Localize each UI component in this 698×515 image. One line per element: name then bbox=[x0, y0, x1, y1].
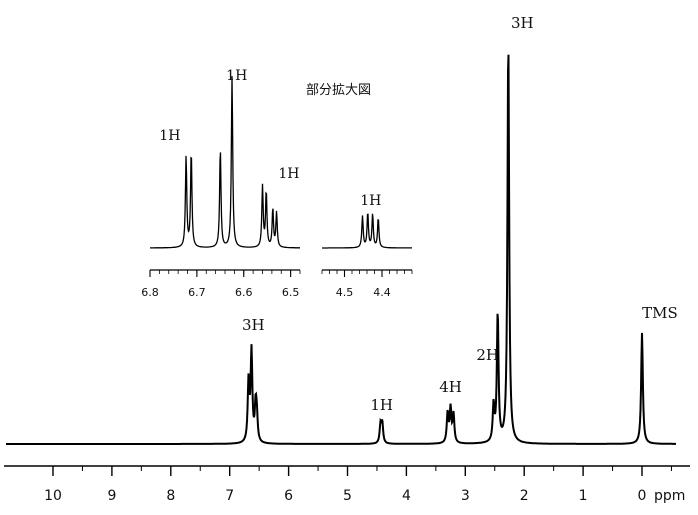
main-x-tick-label: 5 bbox=[343, 488, 352, 504]
inset-x-tick-label: 4.4 bbox=[373, 286, 391, 299]
main-x-tick-label: 9 bbox=[107, 488, 116, 504]
inset-trace bbox=[322, 213, 412, 249]
main-spectrum-trace bbox=[6, 54, 676, 445]
main-peak-label: TMS bbox=[642, 304, 678, 322]
inset-peak-label: 1H bbox=[360, 193, 381, 209]
x-unit-label: ppm bbox=[654, 488, 685, 504]
inset-peak-label: 1H bbox=[226, 68, 247, 84]
inset-trace bbox=[150, 76, 300, 249]
inset-x-tick-label: 6.8 bbox=[141, 286, 159, 299]
main-peak-label: 3H bbox=[242, 316, 265, 334]
inset-view: 部分拡大図 6.8 6.7 6.6 6.5 1H 1H 1H 4.5 4.4 1H bbox=[141, 68, 413, 299]
inset-panels: 6.8 6.7 6.6 6.5 1H 1H 1H 4.5 4.4 1H bbox=[141, 68, 413, 299]
main-peak-labels: 3H 1H 4H 2H 3H TMS bbox=[242, 14, 678, 414]
main-peak-label: 2H bbox=[476, 346, 499, 364]
main-x-tick-label: 8 bbox=[166, 488, 175, 504]
main-x-tick-label: 10 bbox=[44, 488, 62, 504]
main-x-tick-label: 2 bbox=[520, 488, 529, 504]
main-peak-label: 4H bbox=[439, 378, 462, 396]
main-x-ticks: 10 9 8 7 6 5 4 3 2 1 0 bbox=[44, 466, 672, 504]
inset-title: 部分拡大図 bbox=[306, 83, 371, 98]
inset-x-tick-label: 6.6 bbox=[235, 286, 253, 299]
inset-x-tick-label: 6.7 bbox=[188, 286, 206, 299]
main-x-tick-label: 7 bbox=[225, 488, 234, 504]
main-peak-label: 1H bbox=[370, 396, 393, 414]
main-peak-label: 3H bbox=[511, 14, 534, 32]
main-x-tick-label: 6 bbox=[284, 488, 293, 504]
inset-peak-label: 1H bbox=[278, 166, 299, 182]
inset-x-tick-label: 6.5 bbox=[282, 286, 300, 299]
main-x-tick-label: 3 bbox=[461, 488, 470, 504]
main-x-tick-label: 1 bbox=[579, 488, 588, 504]
inset-peak-label: 1H bbox=[159, 128, 180, 144]
inset-x-tick-label: 4.5 bbox=[336, 286, 354, 299]
main-x-tick-label: 4 bbox=[402, 488, 411, 504]
main-x-tick-label: 0 bbox=[638, 488, 647, 504]
